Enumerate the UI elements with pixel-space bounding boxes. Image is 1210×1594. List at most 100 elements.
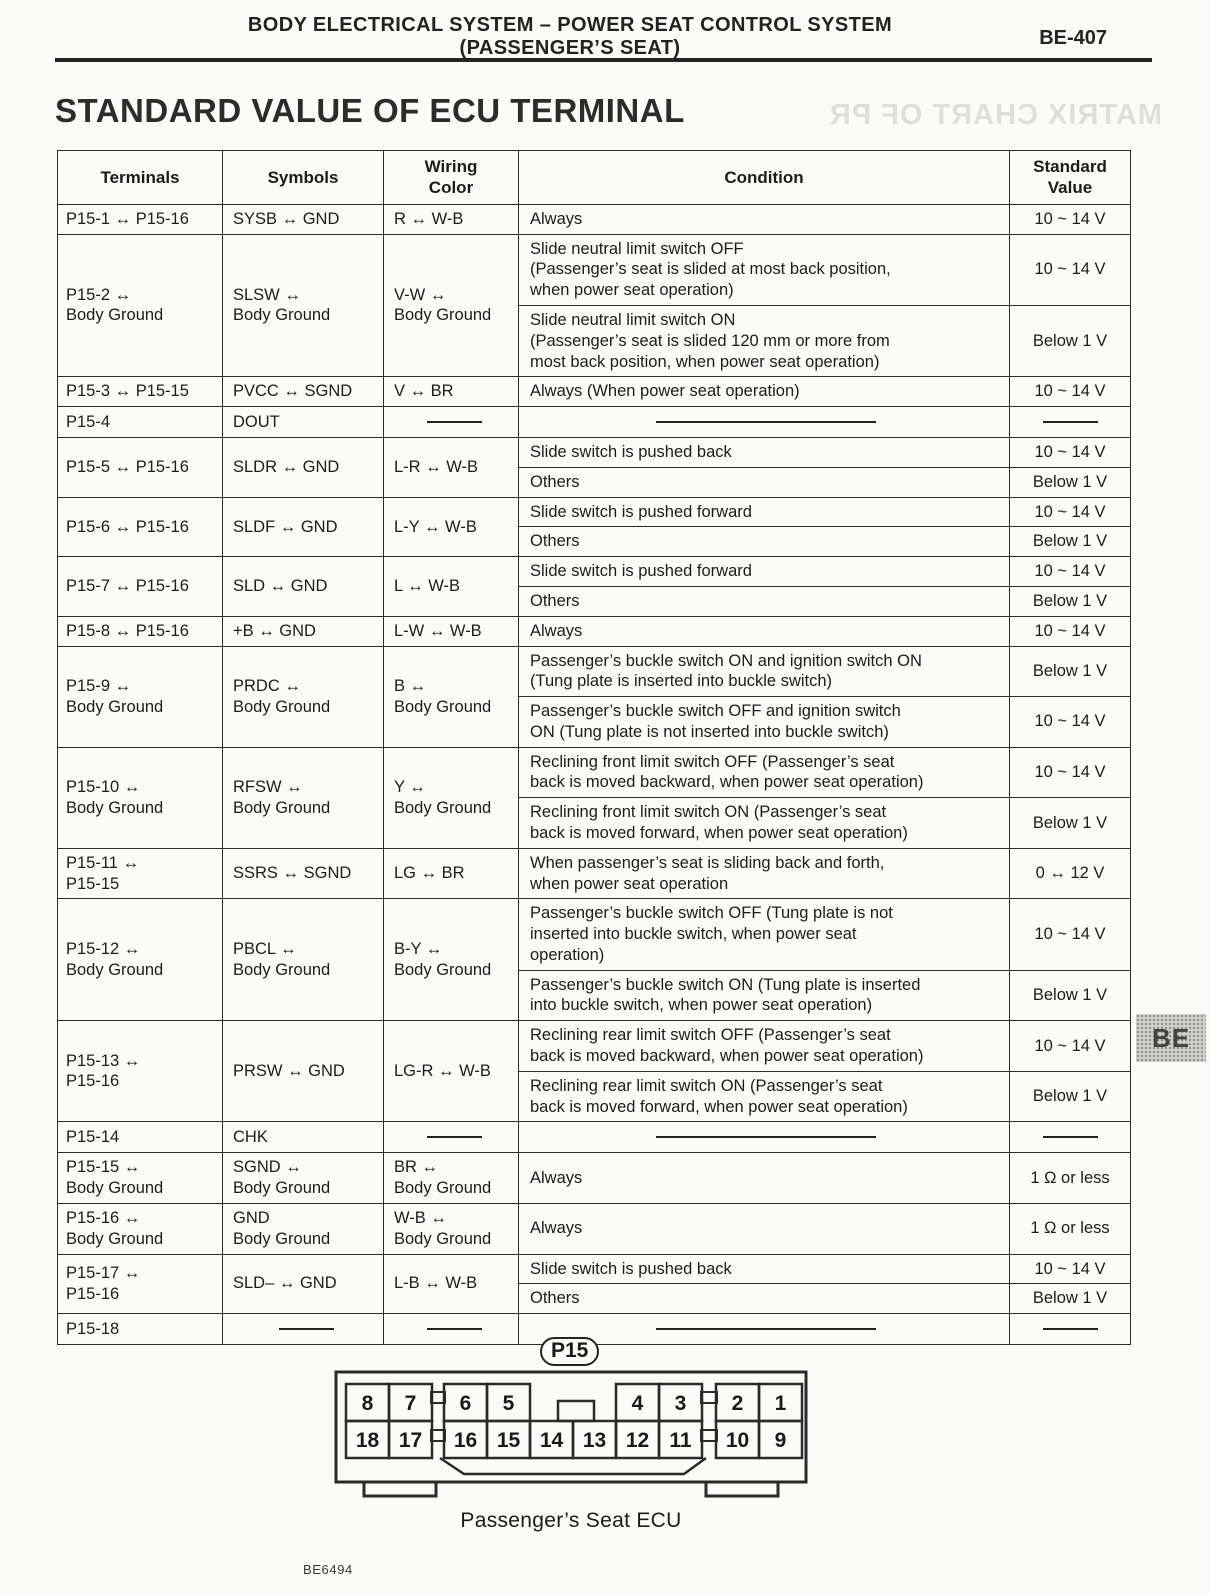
column-header: Standard Value — [1009, 150, 1131, 205]
cell-symbols: PRSW ↔ GND — [222, 1020, 384, 1123]
cell-standard-value: 10 ~ 14 V — [1009, 1020, 1131, 1072]
cell-condition — [518, 1121, 1010, 1154]
cell-symbols: CHK — [222, 1121, 384, 1154]
cell-standard-value: Below 1 V — [1009, 526, 1131, 558]
cell-wiring: B ↔ Body Ground — [383, 645, 519, 748]
cell-standard-value: 10 ~ 14 V — [1009, 556, 1131, 587]
dash-placeholder — [655, 1136, 876, 1139]
cell-symbols: PRDC ↔ Body Ground — [222, 645, 384, 748]
cell-wiring: V-W ↔ Body Ground — [383, 233, 519, 378]
cell-terminals: P15-9 ↔ Body Ground — [57, 645, 223, 748]
cell-condition: Reclining rear limit switch OFF (Passeng… — [518, 1020, 1010, 1072]
cell-condition: Always — [518, 1202, 1010, 1255]
cell-symbols: SLD ↔ GND — [222, 556, 384, 617]
cell-condition: Reclining rear limit switch ON (Passenge… — [518, 1070, 1010, 1123]
dash-placeholder — [426, 1328, 482, 1331]
cell-condition: Slide neutral limit switch OFF (Passenge… — [518, 233, 1010, 306]
cell-standard-value — [1009, 406, 1131, 439]
table-row: P15-13 ↔ P15-16 PRSW ↔ GND LG-R ↔ W-B Recli… — [57, 1020, 1131, 1123]
table-row: P15-17 ↔ P15-16 SLD– ↔ GND L-B ↔ W-B Slide … — [57, 1253, 1131, 1315]
cell-condition: Passenger’s buckle switch OFF and igniti… — [518, 696, 1010, 748]
table-row: P15-14 CHK — [57, 1121, 1131, 1154]
dash-placeholder — [426, 1136, 482, 1139]
cell-symbols: SLDF ↔ GND — [222, 496, 384, 558]
cell-terminals: P15-2 ↔ Body Ground — [57, 233, 223, 378]
pin-label-2: 2 — [732, 1392, 744, 1415]
header-line1: BODY ELECTRICAL SYSTEM – POWER SEAT CONT… — [247, 14, 893, 36]
cell-symbols: SLD– ↔ GND — [222, 1253, 384, 1315]
cell-condition — [518, 406, 1010, 439]
cell-standard-value: 10 ~ 14 V — [1009, 437, 1131, 468]
cell-condition: Slide switch is pushed forward — [518, 496, 1010, 528]
pin-label-14: 14 — [540, 1429, 564, 1452]
cell-wiring: LG-R ↔ W-B — [383, 1020, 519, 1123]
cell-condition: Reclining front limit switch OFF (Passen… — [518, 746, 1010, 799]
cell-condition: Passenger’s buckle switch OFF (Tung plat… — [518, 898, 1010, 971]
pin-cell-9 — [757, 1419, 804, 1460]
cell-terminals: P15-12 ↔ Body Ground — [57, 898, 223, 1022]
cell-terminals: P15-17 ↔ P15-16 — [57, 1253, 223, 1315]
connector-bridge — [700, 1429, 718, 1442]
cell-standard-value: 10 ~ 14 V — [1009, 376, 1131, 408]
cell-standard-value: 10 ~ 14 V — [1009, 203, 1131, 235]
column-header: Wiring Color — [383, 150, 519, 205]
cell-terminals: P15-4 — [57, 406, 223, 439]
connector-skirt — [439, 1456, 707, 1476]
connector-foot-right — [704, 1482, 780, 1498]
cell-wiring: L-B ↔ W-B — [383, 1253, 519, 1315]
table-row: P15-18 — [57, 1313, 1131, 1346]
cell-standard-value: 0 ↔ 12 V — [1009, 847, 1131, 900]
table-row: P15-6 ↔ P15-16 SLDF ↔ GND L-Y ↔ W-B Slide s… — [57, 496, 1131, 558]
cell-symbols: SLSW ↔ Body Ground — [222, 233, 384, 378]
cell-terminals: P15-10 ↔ Body Ground — [57, 746, 223, 849]
cell-standard-value: Below 1 V — [1009, 969, 1131, 1022]
column-header: Condition — [518, 150, 1010, 205]
table-header-row: Terminals Symbols Wiring Color Condition Sta… — [57, 150, 1131, 205]
table-row: P15-9 ↔ Body Ground PRDC ↔ Body Ground B ↔… — [57, 645, 1131, 748]
cell-terminals: P15-3 ↔ P15-15 — [57, 376, 223, 408]
table-row: Others Below 1 V — [58, 526, 1131, 558]
table-row: P15-4 DOUT — [57, 406, 1131, 439]
cell-terminals: P15-18 — [57, 1313, 223, 1346]
dash-placeholder — [655, 421, 876, 424]
cell-standard-value: 10 ~ 14 V — [1009, 696, 1131, 748]
cell-condition: When passenger’s seat is sliding back an… — [518, 847, 1010, 900]
connector-foot-left — [362, 1482, 438, 1498]
figure-code: BE6494 — [303, 1562, 353, 1577]
cell-wiring — [383, 406, 519, 439]
cell-wiring: BR ↔ Body Ground — [383, 1152, 519, 1204]
cell-wiring: V ↔ BR — [383, 376, 519, 408]
cell-symbols: SLDR ↔ GND — [222, 437, 384, 498]
pin-label-1: 1 — [775, 1392, 787, 1415]
pin-label-4: 4 — [632, 1392, 644, 1415]
cell-standard-value — [1009, 1121, 1131, 1154]
table-row: P15-10 ↔ Body Ground RFSW ↔ Body Ground Y … — [57, 746, 1131, 849]
cell-standard-value: 10 ~ 14 V — [1009, 496, 1131, 528]
cell-standard-value: Below 1 V — [1009, 797, 1131, 849]
ecu-terminal-table: Terminals Symbols Wiring Color Condition Sta… — [57, 150, 1131, 1346]
table-row: Reclining front limit switch ON (Passeng… — [58, 797, 1131, 849]
cell-terminals: P15-16 ↔ Body Ground — [57, 1202, 223, 1255]
pin-label-12: 12 — [626, 1429, 649, 1452]
table-row: Passenger’s buckle switch ON (Tung plate… — [58, 969, 1131, 1022]
dash-placeholder — [655, 1328, 876, 1331]
pin-label-9: 9 — [775, 1429, 787, 1452]
cell-symbols: PBCL ↔ Body Ground — [222, 898, 384, 1022]
dash-placeholder — [1042, 1328, 1098, 1331]
cell-symbols: GND Body Ground — [222, 1202, 384, 1255]
cell-standard-value: 1 Ω or less — [1009, 1152, 1131, 1204]
cell-wiring: L-W ↔ W-B — [383, 615, 519, 647]
table-row: Reclining rear limit switch ON (Passenge… — [58, 1070, 1131, 1123]
cell-standard-value: Below 1 V — [1009, 645, 1131, 698]
table-row: Others Below 1 V — [58, 1283, 1131, 1315]
cell-wiring: R ↔ W-B — [383, 203, 519, 235]
cell-standard-value: Below 1 V — [1009, 585, 1131, 617]
pin-cell-17 — [387, 1419, 434, 1460]
table-row: P15-7 ↔ P15-16 SLD ↔ GND L ↔ W-B Slide swit… — [57, 556, 1131, 617]
cell-wiring: Y ↔ Body Ground — [383, 746, 519, 849]
cell-terminals: P15-15 ↔ Body Ground — [57, 1152, 223, 1204]
cell-symbols: SGND ↔ Body Ground — [222, 1152, 384, 1204]
dash-placeholder — [1042, 421, 1098, 424]
cell-standard-value: 10 ~ 14 V — [1009, 1253, 1131, 1285]
